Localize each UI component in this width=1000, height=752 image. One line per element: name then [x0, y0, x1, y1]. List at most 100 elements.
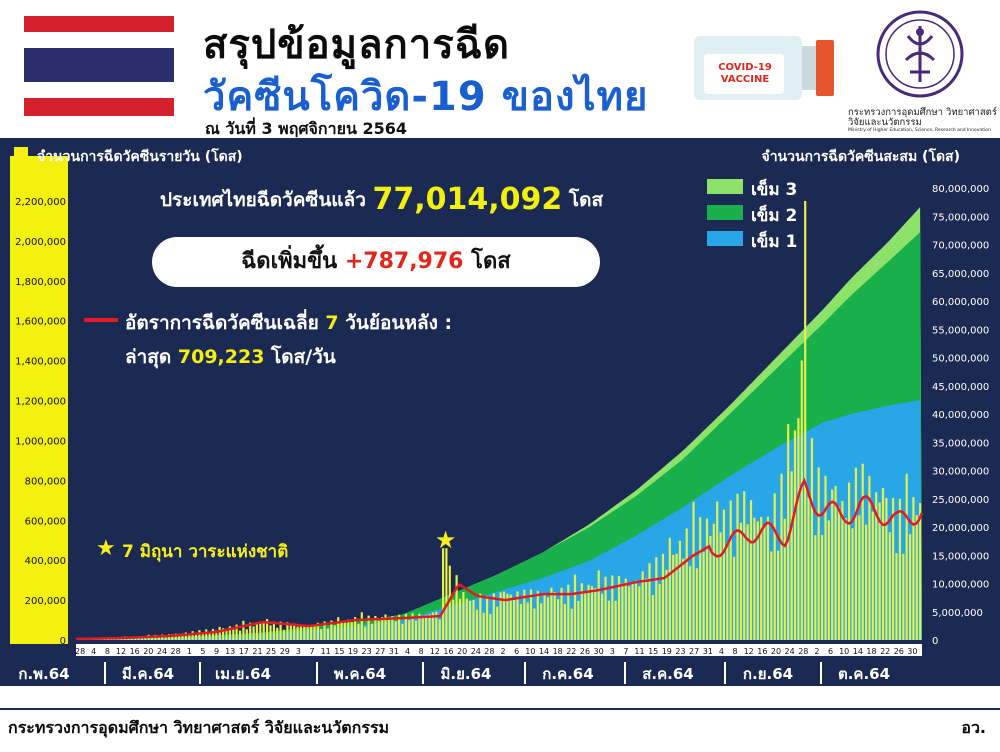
daily-bar — [489, 613, 492, 640]
daily-bar — [624, 578, 627, 640]
right-tick-label: 40,000,000 — [932, 410, 989, 421]
left-tick-label: 2,200,000 — [15, 197, 66, 208]
day-tick-label: 31 — [389, 647, 399, 656]
daily-bar — [408, 620, 411, 640]
daily-bar — [540, 603, 543, 640]
day-tick-label: 24 — [471, 647, 481, 656]
day-tick-label: 28 — [171, 647, 181, 656]
daily-bar — [421, 617, 424, 640]
daily-bar — [255, 622, 258, 640]
daily-bar — [462, 592, 465, 640]
daily-bar — [381, 617, 384, 640]
legend-swatch-dose3 — [707, 179, 743, 194]
daily-legend-swatch — [14, 147, 28, 161]
daily-bar — [404, 613, 407, 640]
daily-bar — [827, 520, 830, 640]
daily-bar — [777, 550, 780, 640]
daily-bar — [563, 604, 566, 640]
right-tick-label: 15,000,000 — [932, 551, 989, 562]
daily-bar — [282, 629, 286, 640]
total-value: 77,014,092 — [372, 182, 563, 217]
daily-bar — [184, 632, 187, 640]
day-tick-label: 5 — [200, 647, 205, 656]
daily-bar — [604, 576, 607, 640]
daily-bar — [888, 532, 891, 640]
day-tick-label: 28 — [798, 647, 808, 656]
day-tick-label: 20 — [457, 647, 467, 656]
day-tick-label: 4 — [405, 647, 410, 656]
daily-bar — [885, 497, 888, 640]
day-tick-label: 8 — [733, 647, 738, 656]
day-tick-label: 28 — [75, 647, 85, 656]
day-tick-label: 15 — [334, 647, 344, 656]
month-divider — [199, 662, 201, 684]
daily-bar — [655, 557, 658, 640]
daily-bar — [665, 569, 668, 640]
right-tick-label: 30,000,000 — [932, 467, 989, 478]
daily-bar — [272, 621, 275, 640]
daily-bar — [425, 614, 428, 640]
source-note: ที่มา กรมควบคุมโรค 3 พฤศจิกายน 2564 — [4, 692, 220, 706]
day-tick-label: 19 — [662, 647, 672, 656]
daily-bar — [279, 621, 282, 640]
daily-bar — [526, 602, 529, 640]
daily-bar — [614, 600, 617, 640]
vaccine-badge: COVID-19 VACCINE — [718, 62, 772, 85]
legend-swatch-dose2 — [707, 205, 743, 220]
daily-bar — [736, 493, 739, 640]
legend-swatch-dose1 — [707, 231, 743, 246]
daily-bar — [391, 616, 394, 640]
daily-bar — [709, 535, 712, 640]
daily-bar — [509, 594, 512, 640]
daily-bar — [533, 608, 536, 640]
daily-bar — [837, 506, 841, 640]
daily-bar — [343, 620, 346, 640]
daily-bar — [293, 623, 296, 640]
daily-bar — [543, 593, 546, 640]
daily-bar — [712, 523, 715, 640]
month-label: ก.ค.64 — [542, 665, 593, 683]
daily-bar — [912, 497, 915, 640]
day-tick-label: 7 — [310, 647, 315, 656]
daily-bar — [269, 625, 272, 640]
daily-bar — [496, 606, 499, 640]
daily-bar — [536, 590, 539, 640]
day-tick-label: 16 — [130, 647, 140, 656]
month-label: พ.ค.64 — [334, 665, 386, 683]
daily-bar — [259, 623, 262, 640]
daily-bar — [516, 591, 519, 640]
day-tick-band — [76, 644, 922, 656]
right-axis-title: จำนวนการฉีดวัคซีนสะสม (โดส) — [761, 149, 960, 165]
legend-label-dose1: เข็ม 1 — [751, 232, 798, 252]
day-tick-label: 1 — [187, 647, 192, 656]
daily-bar — [702, 551, 705, 640]
right-tick-label: 80,000,000 — [932, 184, 989, 195]
increase-pill: ฉีดเพิ่มขึ้น +787,976 โดส — [152, 237, 600, 287]
right-tick-label: 5,000,000 — [932, 608, 983, 619]
daily-bar — [550, 587, 553, 640]
daily-bar — [398, 614, 401, 640]
daily-bar — [858, 515, 861, 640]
day-tick-label: 11 — [321, 647, 331, 656]
day-tick-label: 8 — [105, 647, 110, 656]
daily-bar — [330, 620, 333, 640]
month-divider — [524, 662, 526, 684]
daily-bar — [919, 503, 922, 640]
day-tick-label: 7 — [623, 647, 628, 656]
daily-bar — [584, 593, 587, 640]
month-divider — [104, 662, 106, 684]
day-tick-label: 30 — [594, 647, 604, 656]
day-tick-label: 22 — [880, 647, 890, 656]
vaccination-chart: ★ 2,200,000 2,000,000 1,800,000 1,600,000 1,… — [10, 156, 989, 684]
ministry-name-th: กระทรวงการอุดมศึกษา วิทยาศาสตร์ วิจัยและ… — [848, 107, 997, 128]
daily-bar — [222, 628, 225, 640]
daily-bar — [262, 623, 265, 640]
day-tick-label: 20 — [771, 647, 781, 656]
daily-bar — [631, 582, 634, 640]
footer-org: กระทรวงการอุดมศึกษา วิทยาศาสตร์ วิจัยและ… — [8, 718, 390, 737]
left-axis-band — [10, 156, 68, 644]
vaccine-vial-icon: COVID-19 VACCINE — [692, 32, 837, 104]
daily-bar — [672, 554, 675, 640]
daily-bar — [892, 498, 895, 640]
day-tick-label: 10 — [839, 647, 849, 656]
